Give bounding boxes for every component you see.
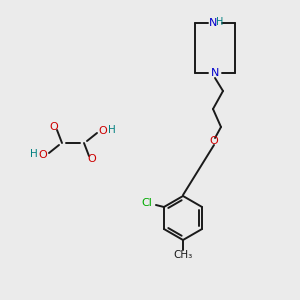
Text: H: H	[108, 125, 116, 135]
Text: O: O	[39, 150, 47, 160]
Text: H: H	[30, 149, 38, 159]
Text: N: N	[209, 18, 217, 28]
Text: N: N	[211, 68, 219, 78]
Text: O: O	[88, 154, 96, 164]
Text: O: O	[99, 126, 107, 136]
Text: CH₃: CH₃	[173, 250, 193, 260]
Text: O: O	[50, 122, 58, 132]
Text: Cl: Cl	[142, 198, 152, 208]
Text: H: H	[216, 17, 224, 27]
Text: O: O	[210, 136, 218, 146]
